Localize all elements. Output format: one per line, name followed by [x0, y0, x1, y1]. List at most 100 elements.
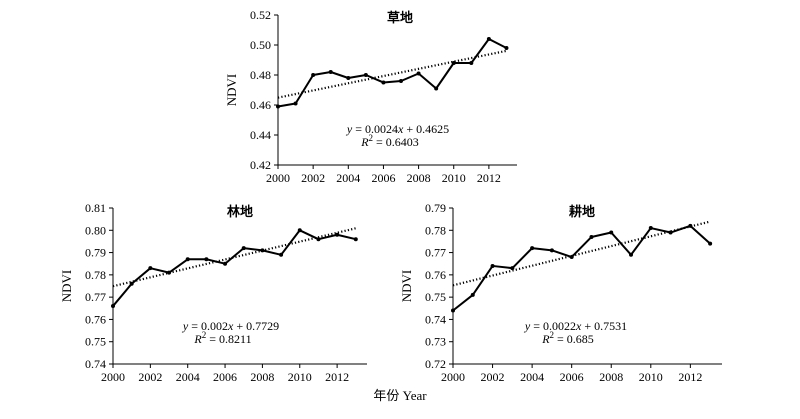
equation-body: = 0.002	[191, 319, 228, 333]
equation-body: = 0.0022	[533, 319, 576, 333]
forest-y-tick-label: 0.74	[85, 357, 106, 371]
grassland-ndvi-point	[486, 37, 491, 41]
r-superscript: 2	[550, 330, 555, 340]
cropland-panel: 0.72 0.73 0.74 0.75 0.76 0.77 0.78 0.79 2000 2002…	[399, 201, 722, 384]
cropland-ndvi-point	[549, 248, 554, 253]
cropland-y-tick-label: 0.72	[425, 357, 446, 371]
cropland-ndvi-point	[688, 223, 693, 228]
grassland-x-tick-label: 2000	[266, 171, 290, 185]
grassland-x-tick-label: 2006	[371, 171, 395, 185]
forest-y-tick-label: 0.80	[85, 223, 106, 237]
equation-x-symbol: x	[575, 319, 582, 333]
cropland-r-squared: R2 = 0.685	[541, 330, 594, 346]
cropland-ndvi-point	[569, 255, 574, 260]
forest-ndvi-point	[223, 261, 228, 266]
grassland-x-tick-label: 2010	[442, 171, 466, 185]
forest-ndvi-point	[297, 228, 302, 233]
forest-y-tick-label: 0.76	[85, 312, 106, 326]
cropland-x-tick-label: 2000	[441, 370, 465, 384]
cropland-ndvi-point	[668, 230, 673, 235]
grassland-ndvi-point	[328, 70, 333, 74]
grassland-regression-equation: y = 0.0024x + 0.4625	[346, 122, 449, 136]
grassland-ndvi-point	[311, 73, 316, 77]
r-symbol: R	[193, 332, 202, 346]
forest-x-tick-label: 2010	[288, 370, 312, 384]
cropland-ndvi-point	[490, 263, 495, 268]
grassland-ndvi-line	[277, 38, 507, 108]
grassland-y-tick-label: 0.44	[250, 128, 271, 142]
cropland-x-tick-label: 2006	[560, 370, 584, 384]
grassland-y-tick-label: 0.42	[250, 158, 271, 172]
cropland-ndvi-point	[470, 292, 475, 297]
forest-x-tick-label: 2006	[213, 370, 237, 384]
forest-regression-equation: y = 0.002x + 0.7729	[182, 319, 279, 333]
cropland-y-tick-label: 0.77	[425, 246, 446, 260]
r-symbol: R	[360, 135, 369, 149]
grassland-ndvi-point	[504, 46, 509, 50]
grassland-ndvi-point	[293, 101, 298, 106]
grassland-y-tick-label: 0.52	[250, 8, 271, 22]
forest-x-tick-label: 2002	[138, 370, 162, 384]
forest-ndvi-point	[111, 304, 115, 309]
cropland-ndvi-point	[629, 252, 634, 257]
grassland-ndvi-point	[363, 73, 368, 77]
forest-ndvi-point	[129, 281, 134, 286]
grassland-x-tick-label: 2004	[336, 171, 360, 185]
grassland-ndvi-point	[276, 104, 280, 109]
grassland-y-axis-title: NDVI	[224, 74, 239, 107]
forest-ndvi-point	[148, 266, 153, 271]
cropland-y-tick-label: 0.73	[425, 335, 446, 349]
forest-ndvi-point	[241, 246, 246, 251]
equation-tail: + 0.4625	[403, 122, 449, 136]
cropland-ndvi-point	[451, 308, 455, 313]
grassland-panel-title: 草地	[387, 10, 413, 25]
cropland-ndvi-point	[708, 241, 713, 246]
equation-x-symbol: x	[227, 319, 234, 333]
cropland-y-tick-label: 0.79	[425, 201, 446, 215]
forest-y-tick-label: 0.78	[85, 268, 106, 282]
forest-ndvi-point	[204, 257, 209, 262]
cropland-y-axis-title: NDVI	[399, 270, 414, 303]
equation-tail: + 0.7729	[233, 319, 279, 333]
forest-ndvi-point	[185, 257, 190, 262]
forest-ndvi-line	[112, 229, 357, 307]
forest-y-tick-label: 0.75	[85, 335, 106, 349]
equation-body: = 0.0024	[355, 122, 398, 136]
grassland-x-tick-label: 2012	[477, 171, 501, 185]
r-squared-value: = 0.685	[554, 332, 594, 346]
cropland-ndvi-point	[648, 226, 653, 231]
forest-panel: 0.74 0.75 0.76 0.77 0.78 0.79 0.80 0.81 2000 2002…	[59, 201, 367, 384]
grassland-y-tick-label: 0.48	[250, 68, 271, 82]
equation-y-symbol: y	[524, 319, 533, 333]
equation-y-symbol: y	[182, 319, 191, 333]
cropland-ndvi-line	[452, 224, 711, 312]
cropland-ndvi-point	[589, 234, 594, 239]
cropland-ndvi-point	[510, 266, 515, 271]
cropland-y-tick-label: 0.75	[425, 290, 446, 304]
cropland-regression-equation: y = 0.0022x + 0.7531	[524, 319, 627, 333]
grassland-x-tick-label: 2002	[301, 171, 325, 185]
grassland-r-squared: R2 = 0.6403	[360, 133, 419, 149]
forest-trend-line	[112, 227, 357, 288]
cropland-x-tick-label: 2002	[481, 370, 505, 384]
cropland-y-tick-label: 0.74	[425, 312, 446, 326]
forest-ndvi-point	[316, 237, 321, 242]
grassland-x-tick-label: 2008	[407, 171, 431, 185]
cropland-x-tick-label: 2008	[599, 370, 623, 384]
forest-ndvi-point	[279, 252, 284, 257]
grassland-trend-line	[277, 49, 507, 99]
grassland-y-tick-label: 0.50	[250, 38, 271, 52]
cropland-y-tick-label: 0.76	[425, 268, 446, 282]
forest-x-tick-label: 2012	[325, 370, 349, 384]
forest-ndvi-point	[353, 237, 358, 242]
cropland-y-tick-label: 0.78	[425, 223, 446, 237]
grassland-ndvi-point	[346, 76, 351, 80]
cropland-ndvi-point	[530, 246, 535, 251]
r-squared-value: = 0.8211	[206, 332, 251, 346]
equation-x-symbol: x	[397, 122, 404, 136]
forest-y-tick-label: 0.79	[85, 246, 106, 260]
cropland-ndvi-point	[609, 230, 614, 235]
forest-y-tick-label: 0.77	[85, 290, 106, 304]
forest-x-tick-label: 2008	[250, 370, 274, 384]
